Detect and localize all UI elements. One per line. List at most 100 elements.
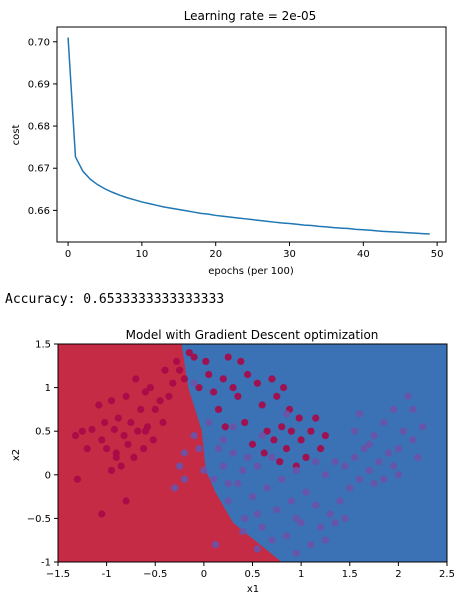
point-class0	[210, 388, 218, 396]
point-class1	[346, 484, 354, 492]
point-class1	[351, 427, 359, 435]
point-class0	[229, 384, 237, 392]
point-class1	[307, 541, 315, 549]
cost-chart-frame	[56, 26, 447, 243]
point-class1	[375, 458, 383, 466]
point-class1	[336, 497, 344, 505]
point-class1	[258, 523, 266, 531]
point-class1	[219, 462, 227, 470]
point-class0	[219, 375, 227, 383]
point-class0	[151, 405, 159, 413]
point-class0	[190, 353, 198, 361]
point-class1	[241, 514, 249, 522]
point-class0	[165, 392, 173, 400]
x-tick-label: 0.5	[245, 569, 261, 580]
point-class1	[394, 445, 402, 453]
point-class1	[419, 423, 427, 431]
point-class0	[185, 349, 193, 357]
point-class0	[297, 436, 305, 444]
point-class0	[134, 427, 142, 435]
point-class1	[224, 479, 232, 488]
point-class0	[103, 445, 111, 453]
point-class0	[140, 445, 148, 453]
point-class0	[258, 401, 266, 409]
x-tick-label: 0	[201, 569, 207, 580]
point-class1	[409, 436, 417, 444]
point-class1	[370, 479, 378, 488]
y-tick-label: 0.70	[28, 37, 50, 48]
point-class1	[263, 484, 271, 492]
accuracy-output: Accuracy: 0.6533333333333333	[5, 292, 225, 307]
point-class0	[221, 423, 229, 431]
y-tick-label: 0.68	[28, 122, 50, 133]
point-class0	[156, 397, 164, 405]
point-class1	[331, 519, 339, 527]
point-class1	[287, 497, 295, 505]
point-class1	[273, 506, 281, 514]
point-class0	[260, 449, 268, 457]
y-tick-label: 0.66	[28, 206, 50, 217]
point-class0	[78, 427, 86, 435]
x-tick-label: 0	[65, 249, 71, 260]
point-class0	[321, 432, 329, 440]
point-class1	[389, 405, 398, 413]
point-class0	[141, 388, 150, 396]
point-class1	[239, 527, 247, 536]
point-class1	[239, 466, 247, 474]
point-class0	[124, 440, 132, 448]
point-class1	[312, 458, 320, 466]
point-class0	[237, 357, 245, 365]
point-class0	[244, 370, 252, 379]
point-class0	[312, 414, 320, 422]
point-class1	[224, 497, 232, 505]
point-class1	[214, 445, 223, 453]
point-class1	[389, 462, 398, 470]
y-tick-label: 0.69	[28, 79, 50, 90]
x-tick-label: −1.5	[46, 569, 70, 580]
point-class0	[173, 357, 181, 365]
point-class1	[244, 453, 252, 461]
point-class1	[409, 405, 417, 413]
cost-chart-title: Learning rate = 2e-05	[184, 9, 317, 23]
point-class0	[117, 462, 125, 470]
point-class0	[205, 370, 213, 379]
point-class1	[176, 462, 184, 470]
point-class0	[122, 392, 130, 400]
point-class0	[159, 418, 167, 427]
point-class1	[341, 514, 349, 522]
point-class1	[326, 510, 334, 518]
point-class0	[98, 436, 106, 444]
x-tick-label: 1	[298, 569, 304, 580]
point-class0	[270, 436, 278, 444]
point-class0	[253, 379, 261, 387]
decision-boundary-chart: Model with Gradient Descent optimization…	[11, 328, 455, 595]
point-class0	[71, 432, 80, 440]
point-class0	[95, 401, 103, 409]
point-class1	[278, 475, 286, 483]
point-class1	[380, 475, 388, 483]
point-class1	[302, 488, 310, 496]
point-class1	[282, 410, 291, 418]
point-class1	[317, 523, 325, 531]
y-tick-label: 0.5	[35, 427, 51, 438]
point-class0	[234, 392, 242, 400]
point-class1	[253, 545, 261, 553]
point-class0	[180, 375, 188, 383]
point-class1	[394, 471, 402, 479]
point-class1	[414, 453, 422, 461]
x-tick-label: 2.5	[439, 569, 455, 580]
point-class0	[141, 427, 150, 435]
point-class1	[355, 475, 364, 483]
point-class0	[137, 405, 145, 413]
point-class1	[229, 449, 237, 457]
point-class0	[114, 414, 122, 422]
point-class0	[98, 510, 106, 518]
point-class1	[234, 479, 242, 488]
point-class1	[253, 510, 261, 518]
y-tick-label: 1	[45, 383, 51, 394]
point-class0	[307, 427, 315, 435]
cost-chart-ylabel: cost	[11, 125, 22, 146]
point-class0	[282, 445, 291, 453]
point-class1	[190, 379, 198, 387]
point-class1	[253, 462, 261, 470]
